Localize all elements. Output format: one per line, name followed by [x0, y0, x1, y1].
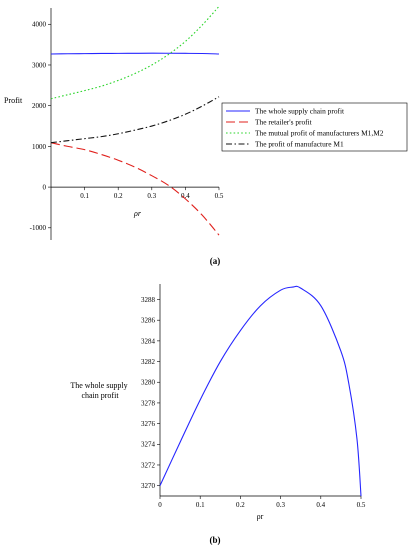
- series-line-2: [50, 142, 220, 236]
- series-line-4: [50, 96, 220, 144]
- x-tick-label: 0.1: [196, 501, 205, 509]
- y-tick-label: 3280: [141, 379, 156, 387]
- legend-entry-3: The mutual profit of manufacturers M1,M2: [255, 129, 384, 138]
- y-tick-label: 3000: [32, 61, 47, 69]
- y-tick-label: 0: [43, 183, 47, 191]
- y-axis-label: The whole supply chain profit: [70, 381, 129, 400]
- y-tick-label: 3286: [141, 317, 156, 325]
- legend-entry-2: The retailer's profit: [255, 118, 313, 127]
- x-tick-label: 0.5: [357, 501, 366, 509]
- series-line-3: [50, 6, 220, 100]
- y-tick-label: -1000: [30, 224, 47, 232]
- legend: The whole supply chain profit The retaile…: [221, 102, 408, 152]
- series-line-1: [50, 52, 220, 55]
- legend-box: [221, 102, 408, 152]
- panel-caption-a: (a): [210, 256, 221, 266]
- y-tick-label: 3270: [141, 482, 156, 490]
- y-tick-label: 3288: [141, 296, 156, 304]
- legend-entry-1: The whole supply chain profit: [255, 107, 345, 116]
- y-tick-label: 3274: [141, 441, 156, 449]
- x-tick-label: 0.5: [215, 192, 224, 200]
- x-tick-label: 0: [158, 501, 162, 509]
- y-axis-label: Profit: [4, 96, 23, 105]
- y-axis-label-line-2: chain profit: [81, 391, 119, 400]
- x-tick-label: 0.2: [236, 501, 245, 509]
- x-axis-label: ρr: [257, 512, 264, 521]
- x-tick-label: 0.1: [80, 192, 89, 200]
- x-axis-label: ρr: [133, 209, 142, 218]
- chart-panel-b: 3270 3272 3274 3276 3278 3280 3282 3284 3286 3288…: [70, 284, 366, 521]
- y-tick-label: 4000: [32, 21, 47, 29]
- x-tick-label: 0.3: [147, 192, 156, 200]
- panel-caption-b: (b): [210, 535, 221, 545]
- y-tick-label: 1000: [32, 143, 47, 151]
- x-tick-label: 0.2: [114, 192, 123, 200]
- x-tick-label: 0.4: [181, 192, 190, 200]
- y-tick-label: 3272: [141, 461, 156, 469]
- y-tick-label: 2000: [32, 102, 47, 110]
- y-tick-label: 3278: [141, 399, 156, 407]
- y-tick-label: 3284: [141, 337, 156, 345]
- x-tick-label: 0.4: [316, 501, 325, 509]
- series-line-1: [159, 285, 362, 497]
- y-axis-label-line-1: The whole supply: [70, 381, 127, 390]
- y-tick-label: 3276: [141, 420, 156, 428]
- y-tick-label: 3282: [141, 358, 156, 366]
- x-tick-label: 0.3: [276, 501, 285, 509]
- legend-entry-4: The profit of manufacture M1: [255, 140, 344, 149]
- chart-panel-a: -1000 0 1000 2000 3000 4000 0.1 0.2 0.3 0.4 0.5 P…: [4, 6, 408, 240]
